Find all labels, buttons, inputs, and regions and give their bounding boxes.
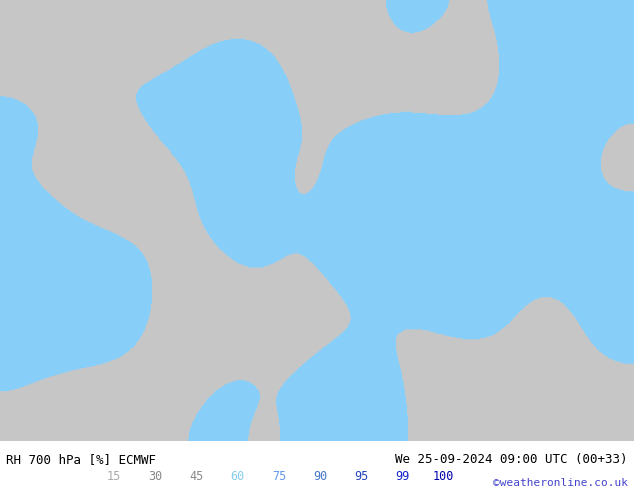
Text: 60: 60	[231, 469, 245, 483]
Text: 95: 95	[354, 469, 368, 483]
Text: 45: 45	[190, 469, 204, 483]
Text: We 25-09-2024 09:00 UTC (00+33): We 25-09-2024 09:00 UTC (00+33)	[395, 453, 628, 466]
Text: ©weatheronline.co.uk: ©weatheronline.co.uk	[493, 478, 628, 488]
Text: 75: 75	[272, 469, 286, 483]
Text: 30: 30	[148, 469, 162, 483]
Text: 15: 15	[107, 469, 121, 483]
Text: 99: 99	[396, 469, 410, 483]
Text: 90: 90	[313, 469, 327, 483]
Text: 100: 100	[433, 469, 455, 483]
Text: RH 700 hPa [%] ECMWF: RH 700 hPa [%] ECMWF	[6, 453, 157, 466]
